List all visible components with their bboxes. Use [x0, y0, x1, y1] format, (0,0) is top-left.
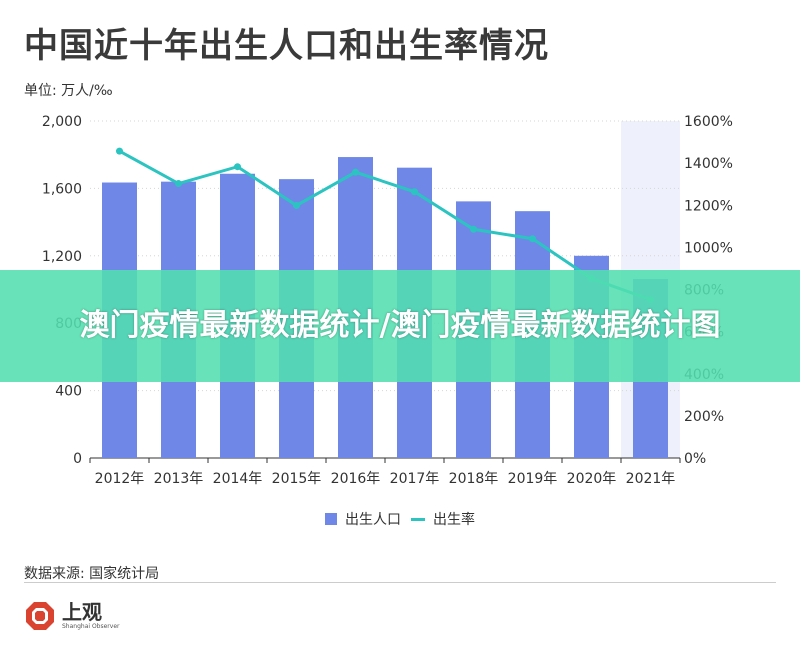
overlay-banner: 澳门疫情最新数据统计/澳门疫情最新数据统计图 [0, 270, 800, 382]
legend-line-swatch [411, 517, 425, 521]
y-right-tick: 200% [684, 409, 724, 425]
x-tick-label: 2016年 [331, 471, 381, 487]
legend-bar-swatch [325, 513, 337, 525]
x-tick-label: 2021年 [626, 471, 676, 487]
birthrate-point [293, 201, 300, 209]
legend-label-birthrate: 出生率 [433, 512, 475, 528]
x-tick-label: 2017年 [390, 471, 440, 487]
y-left-tick: 0 [73, 451, 82, 467]
birthrate-point [470, 225, 477, 233]
birthrate-point [411, 188, 418, 196]
brand-logo: 上观 Shanghai Observer [24, 600, 119, 632]
legend-item-births: 出生人口 [325, 509, 401, 529]
x-tick-label: 2012年 [95, 471, 145, 487]
birthrate-point [234, 163, 241, 171]
y-left-tick: 1,600 [42, 181, 82, 197]
x-tick-label: 2015年 [272, 471, 322, 487]
logo-text-cn: 上观 [62, 600, 102, 624]
chart-legend: 出生人口 出生率 [0, 509, 800, 529]
logo-text-en: Shanghai Observer [62, 623, 120, 630]
birthrate-point [529, 235, 536, 243]
y-right-tick: 1600% [684, 114, 733, 130]
x-tick-label: 2020年 [567, 471, 617, 487]
birthrate-point [116, 147, 123, 155]
legend-item-birthrate: 出生率 [411, 509, 475, 529]
y-right-tick: 0% [684, 451, 706, 467]
y-left-tick: 400 [55, 384, 82, 400]
x-tick-label: 2018年 [449, 471, 499, 487]
y-right-tick: 1400% [684, 156, 733, 172]
footer-divider [24, 582, 776, 583]
birthrate-line [118, 149, 652, 302]
banner-text: 澳门疫情最新数据统计/澳门疫情最新数据统计图 [79, 308, 721, 343]
chart-title: 中国近十年出生人口和出生率情况 [24, 26, 549, 66]
data-source: 数据来源: 国家统计局 [24, 566, 160, 582]
birthrate-point [352, 168, 359, 176]
x-tick-label: 2013年 [154, 471, 204, 487]
unit-label: 单位: 万人/‰ [24, 83, 113, 99]
y-left-tick: 2,000 [42, 114, 82, 130]
y-left-tick: 1,200 [42, 249, 82, 265]
y-right-tick: 1000% [684, 240, 733, 256]
legend-label-births: 出生人口 [345, 512, 401, 528]
logo-icon [26, 602, 54, 630]
y-right-tick: 1200% [684, 198, 733, 214]
x-tick-label: 2014年 [213, 471, 263, 487]
combo-chart: 04008001,2001,6002,0000%200%400%600%800%… [42, 114, 733, 487]
birthrate-point [175, 180, 182, 188]
x-tick-label: 2019年 [508, 471, 558, 487]
